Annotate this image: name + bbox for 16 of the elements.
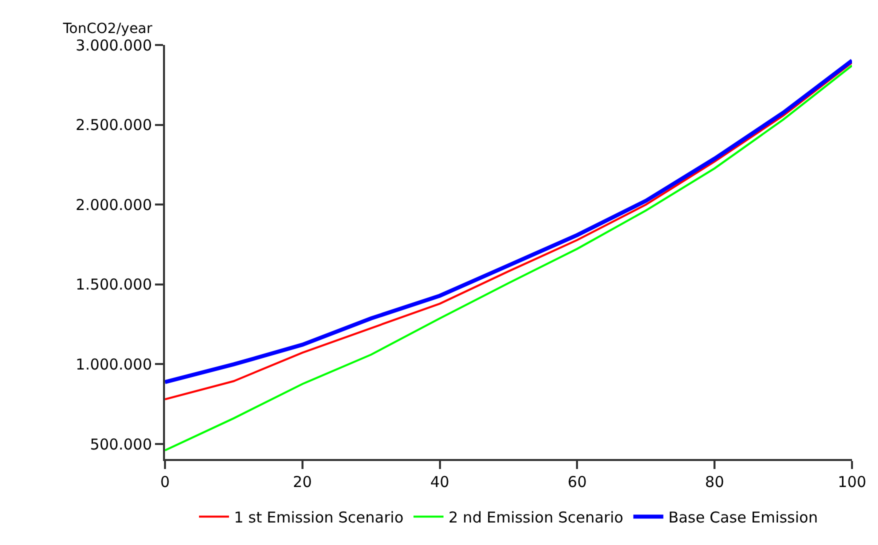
y-tick-label: 3.000.000 <box>76 36 152 54</box>
x-tick-label: 0 <box>160 473 170 491</box>
legend-label: 1 st Emission Scenario <box>234 508 404 526</box>
x-tick-label: 20 <box>292 473 312 491</box>
y-tick-label: 500.000 <box>90 435 152 454</box>
x-tick-label: 40 <box>430 473 450 491</box>
legend-label: 2 nd Emission Scenario <box>448 508 624 526</box>
y-tick-label: 1.000.000 <box>76 355 152 374</box>
y-axis-title: TonCO2/year <box>62 21 153 37</box>
y-tick-label: 2.000.000 <box>76 196 152 214</box>
x-tick-label: 100 <box>838 473 866 491</box>
x-tick-label: 80 <box>705 473 724 491</box>
y-tick-label: 2.500.000 <box>76 116 152 134</box>
legend-label: Base Case Emission <box>668 508 818 526</box>
x-tick-label: 60 <box>568 473 587 491</box>
y-tick-label: 1.500.000 <box>76 276 152 294</box>
